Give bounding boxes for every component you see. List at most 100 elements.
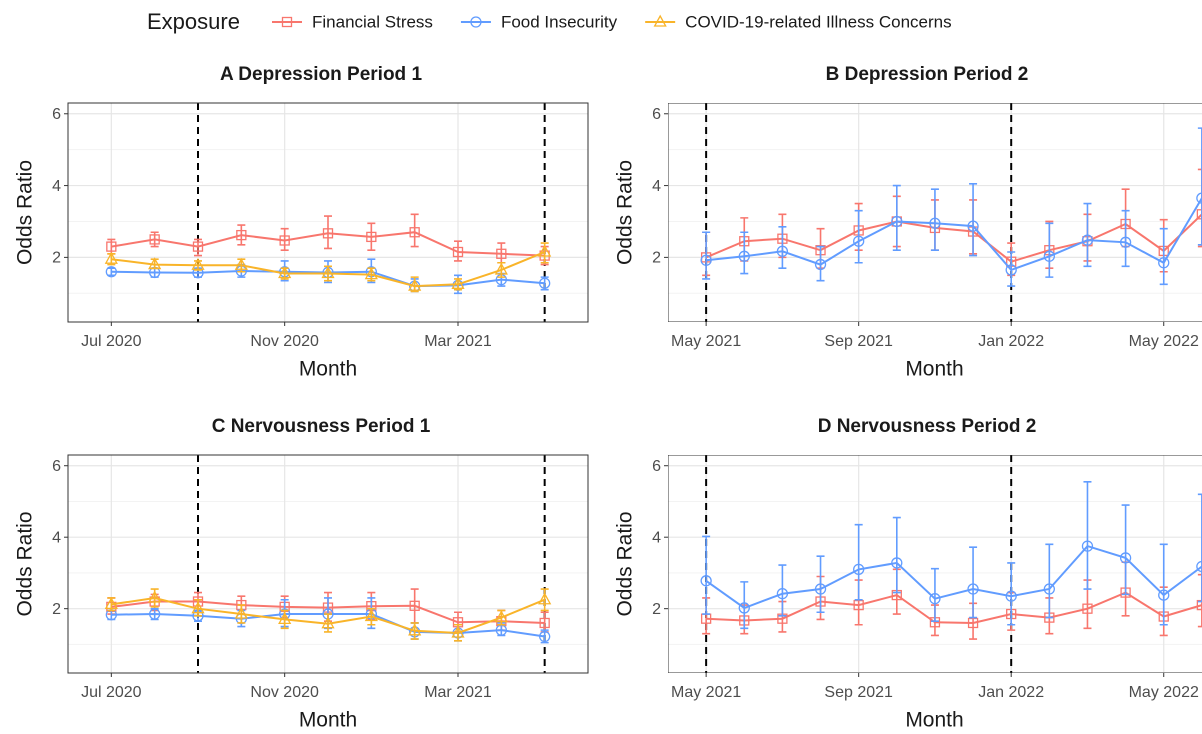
marker [539, 617, 550, 629]
x-tick-label: Jan 2022 [978, 684, 1044, 701]
marker [929, 593, 941, 605]
marker [853, 599, 864, 611]
y-tick-label: 4 [652, 178, 661, 195]
marker [364, 267, 378, 280]
panel-border [67, 454, 589, 674]
series-line [706, 591, 1202, 625]
marker [494, 262, 508, 275]
marker [1158, 257, 1170, 269]
y-tick-label: 6 [52, 458, 61, 475]
error-bar [854, 523, 863, 601]
marker [776, 245, 789, 257]
marker [494, 610, 508, 623]
error-bar [1159, 227, 1168, 286]
panel-bg [68, 103, 588, 322]
marker [1043, 583, 1055, 595]
legend-label: Food Insecurity [501, 12, 618, 31]
x-tick-label: Mar 2021 [424, 333, 492, 350]
panel-title: D Nervousness Period 2 [818, 416, 1037, 437]
marker [1119, 552, 1132, 564]
error-bar [1083, 481, 1092, 590]
marker [1082, 603, 1093, 614]
marker [281, 16, 293, 28]
x-axis-title: Month [905, 709, 963, 732]
panel [67, 102, 589, 323]
marker [653, 14, 667, 27]
error-bar [740, 231, 749, 275]
marker [278, 266, 292, 279]
y-tick-label: 2 [652, 601, 661, 618]
marker [104, 597, 118, 610]
marker [321, 616, 335, 629]
marker [452, 246, 464, 258]
y-tick-label: 6 [652, 458, 661, 475]
x-axis-title: Month [905, 358, 963, 381]
y-tick-label: 6 [652, 106, 661, 123]
legend-label: Financial Stress [312, 12, 433, 31]
marker [814, 583, 827, 595]
marker [149, 234, 160, 245]
panel-bg [68, 455, 588, 673]
marker [278, 612, 292, 625]
panel [67, 454, 589, 674]
x-tick-label: Mar 2021 [424, 684, 492, 701]
error-bar [1045, 222, 1054, 278]
marker [408, 623, 422, 636]
panel [668, 103, 1202, 322]
marker [1158, 589, 1170, 601]
marker [409, 227, 420, 238]
error-bar [280, 227, 289, 251]
marker [191, 257, 205, 270]
error-bar [194, 260, 202, 271]
error-bar [740, 581, 749, 630]
y-tick-label: 4 [52, 529, 61, 546]
error-bar [969, 546, 978, 619]
error-bar [969, 182, 978, 257]
marker [322, 228, 334, 239]
error-bar [1007, 251, 1016, 287]
panel-title: C Nervousness Period 1 [212, 416, 431, 437]
legend-label: COVID-19-related Illness Concerns [685, 12, 951, 31]
panel [668, 455, 1202, 673]
y-tick-label: 2 [52, 601, 61, 618]
x-tick-label: May 2022 [1129, 333, 1199, 350]
marker [148, 590, 162, 603]
x-tick-label: Jan 2022 [978, 333, 1044, 350]
error-bar [324, 215, 332, 250]
error-bar [1159, 543, 1168, 626]
y-tick-label: 4 [652, 529, 661, 546]
series-line [705, 197, 1202, 272]
marker [1005, 590, 1017, 602]
marker [539, 630, 551, 643]
x-tick-label: May 2021 [671, 684, 741, 701]
marker [104, 251, 118, 264]
marker [1081, 540, 1094, 552]
error-bar [892, 184, 901, 251]
panel-title: A Depression Period 1 [220, 64, 422, 85]
marker [538, 244, 552, 257]
x-tick-label: Sep 2021 [824, 333, 893, 350]
x-tick-label: Sep 2021 [824, 684, 893, 701]
panel-border [67, 102, 589, 323]
marker [1043, 250, 1055, 262]
y-tick-label: 6 [52, 106, 61, 123]
marker [148, 257, 162, 270]
marker [451, 276, 465, 289]
error-bar [1121, 504, 1130, 596]
error-bar [1121, 209, 1130, 268]
error-bar [930, 188, 939, 251]
marker [496, 248, 507, 259]
marker [539, 277, 551, 289]
marker [891, 557, 903, 569]
error-bar [367, 222, 376, 251]
marker [738, 250, 750, 262]
marker [967, 220, 979, 232]
x-tick-label: May 2021 [671, 333, 741, 350]
x-tick-label: Jul 2020 [81, 333, 142, 350]
error-bar [816, 245, 825, 282]
marker [967, 583, 979, 595]
marker [738, 602, 750, 614]
y-axis-title: Odds Ratio [14, 160, 37, 265]
marker [408, 278, 422, 291]
marker [776, 588, 789, 600]
